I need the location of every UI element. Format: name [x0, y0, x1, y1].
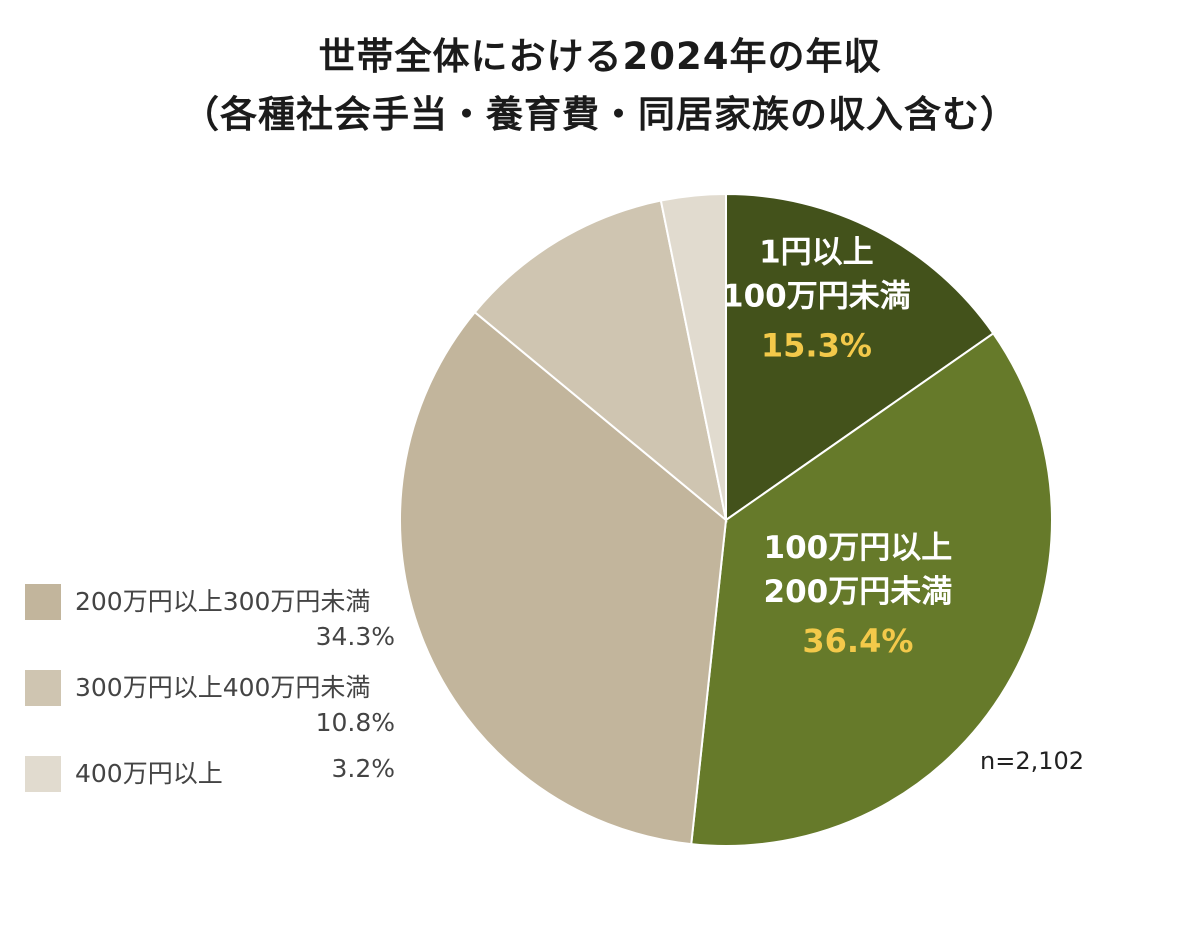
slice-label: 100万円未満 — [722, 279, 911, 315]
legend-value: 34.3% — [315, 622, 395, 651]
slice-value: 15.3% — [761, 327, 872, 365]
legend-value: 3.2% — [331, 754, 395, 783]
legend-swatch — [25, 584, 61, 620]
chart-subtitle: （各種社会手当・養育費・同居家族の収入含む） — [182, 93, 1018, 136]
legend-swatch — [25, 670, 61, 706]
legend-value: 10.8% — [315, 708, 395, 737]
slice-value: 36.4% — [802, 622, 913, 660]
legend: 200万円以上300万円未満 34.3% 300万円以上400万円未満 10.8… — [25, 578, 395, 800]
legend-item: 300万円以上400万円未満 10.8% — [25, 664, 395, 750]
legend-item: 200万円以上300万円未満 34.3% — [25, 578, 395, 664]
sample-size-note: n=2,102 — [980, 747, 1085, 775]
slice-label: 200万円未満 — [764, 574, 953, 610]
legend-label: 200万円以上300万円未満 — [75, 587, 371, 616]
slice-label: 100万円以上 — [764, 530, 953, 566]
legend-item: 400万円以上 3.2% — [25, 750, 395, 800]
legend-label: 400万円以上 — [75, 759, 223, 788]
pie-slice — [659, 192, 727, 521]
slice-label: 1円以上 — [759, 235, 874, 271]
legend-swatch — [25, 756, 61, 792]
pie-slice — [690, 331, 1053, 847]
pie-slice — [473, 199, 728, 523]
legend-label: 300万円以上400万円未満 — [75, 673, 371, 702]
chart-title: 世帯全体における2024年の年収 — [318, 35, 882, 78]
pie-slice — [725, 192, 995, 522]
pie-slice — [399, 310, 728, 846]
